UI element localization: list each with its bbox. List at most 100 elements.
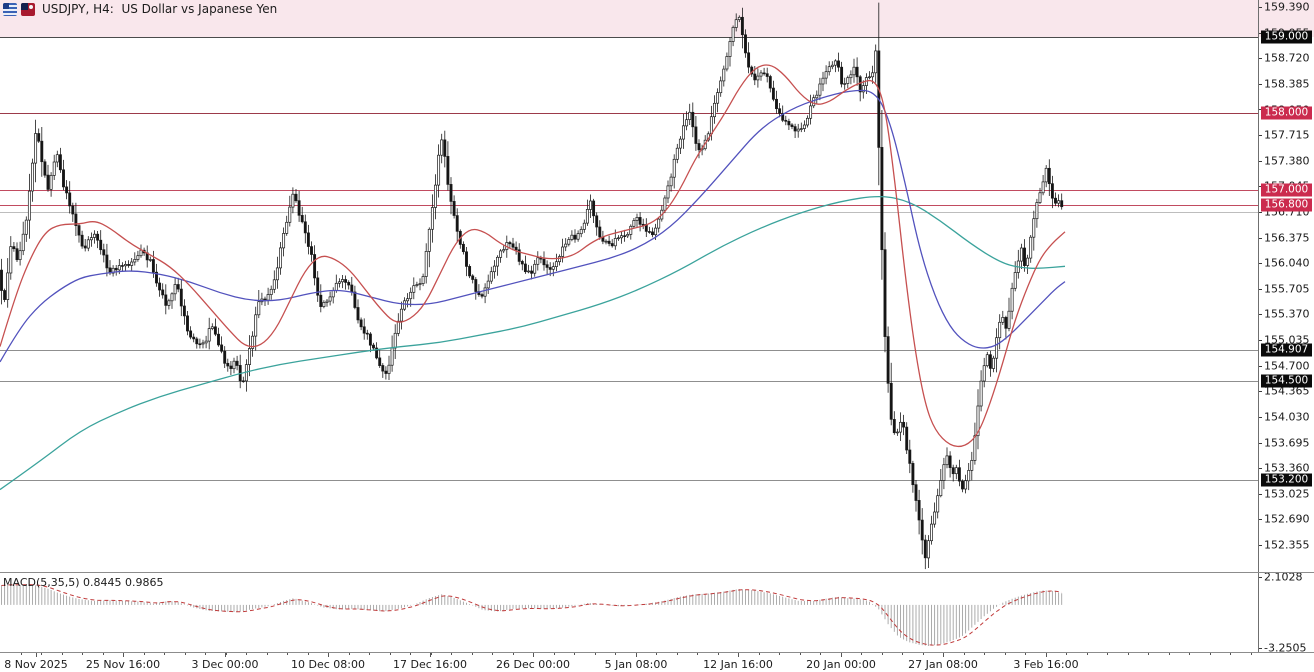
price-tick-label: 155.370 [1264,307,1310,321]
time-tick-mark [410,653,411,655]
time-tick-mark [902,653,903,655]
time-tick-mark [1251,653,1252,655]
price-tick-label: 156.375 [1264,231,1310,245]
time-tick-mark [287,653,288,655]
price-tick-mark [1258,577,1262,578]
macd-signal-line [1,584,1062,646]
time-tick-mark [144,653,145,655]
time-tick-major [1046,653,1047,657]
time-tick-mark [759,653,760,655]
supply-zone [0,0,1314,37]
time-tick-mark [800,653,801,655]
time-tick-mark [1128,653,1129,655]
time-tick-mark [923,653,924,655]
price-tick-mark [1258,289,1262,290]
time-tick-mark [349,653,350,655]
price-tick-mark [1258,263,1262,264]
time-tick-major [430,653,431,657]
time-tick-mark [656,653,657,655]
price-tick-mark [1258,519,1262,520]
time-tick-mark [513,653,514,655]
price-level-badge: 156.800 [1261,198,1312,212]
price-tick-mark [1258,186,1262,187]
price-axis[interactable]: 159.390159.055158.720158.385158.050157.7… [1258,0,1314,672]
time-tick-major [841,653,842,657]
price-tick-label: 152.355 [1264,538,1310,552]
time-tick-mark [472,653,473,655]
time-tick-mark [226,653,227,655]
price-tick-mark [1258,494,1262,495]
macd-scale-label: 2.1028 [1264,570,1303,584]
price-tick-label: 158.720 [1264,51,1310,65]
time-tick-mark [574,653,575,655]
price-tick-mark [1258,161,1262,162]
price-level-badge: 154.907 [1261,343,1312,357]
time-tick-mark [677,653,678,655]
time-tick-mark [1148,653,1149,655]
time-tick-mark [205,653,206,655]
price-tick-mark [1258,545,1262,546]
price-tick-mark [1258,135,1262,136]
price-tick-mark [1258,238,1262,239]
jp-flag-icon [21,2,35,16]
time-tick-mark [615,653,616,655]
time-tick-mark [984,653,985,655]
price-level-badge: 154.500 [1261,374,1312,388]
time-axis[interactable]: 8 Nov 2025 25 Nov 16:00 3 Dec 00:00 10 Dec … [0,653,1314,672]
time-tick-mark [431,653,432,655]
time-axis-label: 5 Jan 08:00 [604,658,668,671]
time-tick-mark [964,653,965,655]
time-axis-label: 3 Feb 16:00 [1013,658,1079,671]
macd-pane[interactable] [0,573,1258,652]
time-tick-mark [41,653,42,655]
time-tick-mark [861,653,862,655]
time-tick-major [225,653,226,657]
time-tick-mark [390,653,391,655]
time-tick-mark [164,653,165,655]
time-axis-label: 12 Jan 16:00 [703,658,773,671]
price-tick-mark [1258,468,1262,469]
time-tick-mark [62,653,63,655]
time-axis-label: 3 Dec 00:00 [191,658,259,671]
pane-separator[interactable] [0,572,1314,573]
macd-scale-label: -3.2505 [1264,641,1307,655]
time-tick-mark [1025,653,1026,655]
price-tick-mark [1258,340,1262,341]
time-tick-major [943,653,944,657]
price-tick-mark [1258,109,1262,110]
slow-ma-teal [0,196,1066,491]
mid-ma-blue [0,89,1066,363]
time-tick-mark [554,653,555,655]
time-tick-mark [1210,653,1211,655]
time-axis-label: 20 Jan 00:00 [806,658,876,671]
price-axis-border [1258,0,1259,652]
time-axis-label: 26 Dec 00:00 [496,658,570,671]
time-tick-mark [1169,653,1170,655]
time-tick-mark [369,653,370,655]
time-tick-mark [697,653,698,655]
time-tick-mark [718,653,719,655]
time-tick-mark [1230,653,1231,655]
time-axis-label: 27 Jan 08:00 [908,658,978,671]
price-tick-label: 159.390 [1264,0,1310,14]
price-level-badge: 157.000 [1261,183,1312,197]
chart-title-bar: USDJPY, H4: US Dollar vs Japanese Yen [3,2,277,16]
time-tick-mark [1005,653,1006,655]
price-tick-mark [1258,58,1262,59]
price-tick-label: 154.700 [1264,359,1310,373]
price-tick-label: 155.035 [1264,333,1310,347]
price-chart-pane[interactable] [0,0,1258,572]
price-tick-label: 156.040 [1264,256,1310,270]
price-tick-mark [1258,7,1262,8]
time-tick-mark [882,653,883,655]
time-tick-major [533,653,534,657]
time-tick-major [36,653,37,657]
fast-ma-red [0,64,1066,448]
price-level-badge: 158.000 [1261,106,1312,120]
price-tick-mark [1258,417,1262,418]
time-tick-major [328,653,329,657]
price-tick-label: 158.385 [1264,77,1310,91]
price-tick-mark [1258,212,1262,213]
time-tick-major [636,653,637,657]
